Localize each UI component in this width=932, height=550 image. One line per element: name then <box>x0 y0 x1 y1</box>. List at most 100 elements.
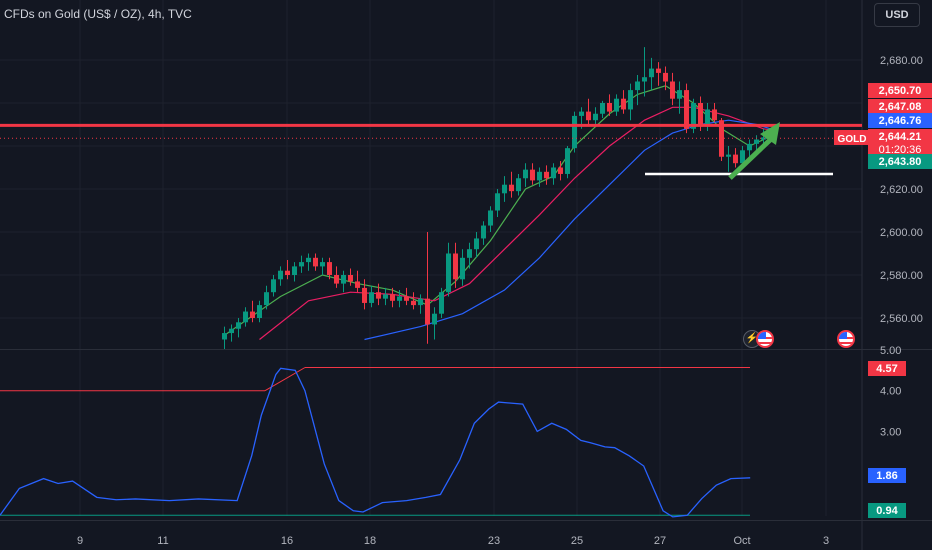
y-tick-label: 2,580.00 <box>880 270 923 282</box>
candle-body <box>677 90 682 99</box>
candle-body <box>418 298 423 306</box>
candle-body <box>264 292 269 306</box>
candle-body <box>761 137 766 140</box>
candle-body <box>355 281 360 288</box>
indicator-pane[interactable] <box>0 367 751 518</box>
candle-body <box>271 279 276 293</box>
candle-body <box>362 287 367 303</box>
candle-body <box>705 109 710 127</box>
candle-body <box>663 72 668 82</box>
indicator-y-tick-label: 3.00 <box>880 426 901 438</box>
candle-body <box>698 103 703 127</box>
candle-body <box>285 270 290 275</box>
trend-arrow-head <box>760 122 780 145</box>
candle-body <box>684 90 689 129</box>
us-flag-event-icon[interactable] <box>837 330 855 348</box>
candle-body <box>495 193 500 211</box>
price-label-box <box>868 83 932 98</box>
candle-body <box>747 143 752 151</box>
candle-body <box>453 253 458 280</box>
candle-body <box>621 98 626 110</box>
candle-body <box>369 292 374 303</box>
candle-body <box>236 322 241 329</box>
candle-body <box>649 68 654 78</box>
candle-body <box>243 311 248 323</box>
trend-arrow-shaft <box>728 138 772 180</box>
candle-body <box>712 109 717 121</box>
candle-body <box>481 225 486 239</box>
candle-body <box>229 328 234 334</box>
candle-body <box>754 139 759 144</box>
price-label-value: 2,643.80 <box>879 156 922 168</box>
candle-body <box>516 178 521 192</box>
price-label-value: 2,650.70 <box>879 85 922 97</box>
price-label-value: 2,647.08 <box>879 101 922 113</box>
candle-body <box>642 77 647 82</box>
candle-body <box>376 292 381 299</box>
us-flag-event-icon[interactable] <box>756 330 774 348</box>
candle-body <box>726 154 731 157</box>
x-tick-label: 11 <box>157 535 168 547</box>
candle-body <box>740 150 745 164</box>
chart-title: CFDs on Gold (US$ / OZ), 4h, TVC <box>4 7 192 21</box>
candle-body <box>460 257 465 280</box>
x-tick-label: Oct <box>733 535 750 547</box>
candle-body <box>446 253 451 293</box>
candle-body <box>614 98 619 112</box>
indicator-line <box>0 367 751 518</box>
price-pane[interactable] <box>0 47 862 352</box>
candle-body <box>320 262 325 267</box>
indicator-label-value: 0.94 <box>876 505 898 517</box>
candle-body <box>565 148 570 174</box>
currency-button[interactable]: USD <box>874 3 920 27</box>
candle-body <box>572 115 577 149</box>
candle-body <box>607 103 612 112</box>
candle-body <box>425 298 430 325</box>
candle-body <box>579 111 584 116</box>
price-label-box <box>868 154 932 169</box>
x-tick-label: 18 <box>364 535 376 547</box>
candle-body <box>635 81 640 91</box>
indicator-label-value: 1.86 <box>876 470 897 482</box>
price-label-box <box>868 99 932 114</box>
y-tick-label: 2,680.00 <box>880 55 923 67</box>
candle-body <box>628 90 633 110</box>
candle-body <box>691 103 696 129</box>
indicator-label-box <box>868 468 906 483</box>
candle-body <box>306 257 311 263</box>
candle-body <box>334 275 339 284</box>
countdown-timer: 01:20:36 <box>879 144 922 156</box>
candle-body <box>544 171 549 179</box>
candle-body <box>439 292 444 314</box>
y-tick-label: 2,560.00 <box>880 313 923 325</box>
candle-body <box>348 275 353 282</box>
candle-body <box>299 262 304 267</box>
candle-body <box>502 184 507 194</box>
candle-body <box>222 333 227 340</box>
candle-body <box>537 171 542 181</box>
candle-body <box>474 238 479 250</box>
candle-body <box>341 275 346 284</box>
candle-body <box>551 167 556 179</box>
candle-body <box>257 305 262 318</box>
candle-body <box>600 103 605 114</box>
candle-body <box>656 68 661 73</box>
x-tick-label: 16 <box>281 535 293 547</box>
symbol-tag: GOLD <box>838 134 867 145</box>
candle-body <box>383 294 388 299</box>
candle-body <box>390 294 395 301</box>
candle-body <box>467 249 472 258</box>
indicator-label-box <box>868 361 906 376</box>
candle-body <box>397 296 402 301</box>
price-label-value: 2,646.76 <box>879 115 922 127</box>
candle-body <box>509 184 514 192</box>
price-label-value: 2,644.21 <box>879 131 922 143</box>
candle-body <box>593 113 598 121</box>
candle-body <box>411 300 416 306</box>
candle-body <box>292 266 297 275</box>
candle-body <box>432 313 437 325</box>
x-tick-label: 9 <box>77 535 83 547</box>
y-tick-label: 2,620.00 <box>880 184 923 196</box>
